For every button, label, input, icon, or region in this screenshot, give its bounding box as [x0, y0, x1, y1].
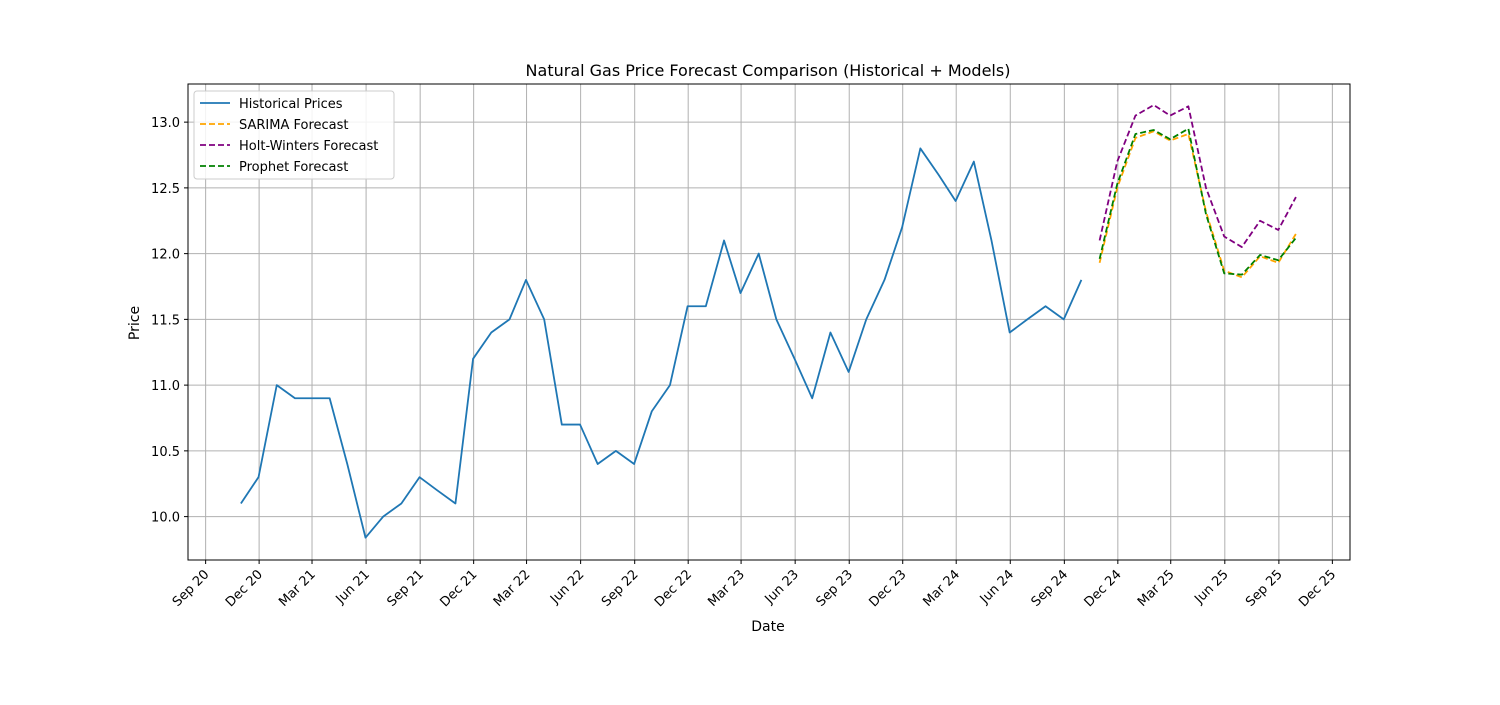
legend-label-historical-prices: Historical Prices [239, 97, 343, 112]
y-tick-label: 12.5 [151, 182, 180, 197]
series-line-sarima-forecast [1098, 130, 1297, 279]
legend-box [193, 90, 395, 180]
chart-title: Natural Gas Price Forecast Comparison (H… [526, 61, 1011, 80]
series-lines [240, 104, 1297, 539]
plot-area-frame [187, 83, 1351, 561]
y-tick-label: 11.5 [151, 313, 180, 328]
y-tick-label: 10.5 [151, 445, 180, 460]
legend-label-holt-winters-forecast: Holt-Winters Forecast [239, 139, 378, 154]
series-line-historical-prices [240, 147, 1083, 539]
legend-label-prophet-forecast: Prophet Forecast [239, 160, 348, 175]
series-line-prophet-forecast [1098, 127, 1297, 276]
legend: Historical Prices SARIMA Forecast Holt-Win… [193, 90, 395, 180]
y-tick-label: 11.0 [151, 379, 180, 394]
x-axis-label: Date [751, 619, 784, 635]
y-tick-label: 13.0 [151, 116, 180, 131]
legend-label-sarima-forecast: SARIMA Forecast [239, 118, 349, 133]
y-tick-label: 12.0 [151, 248, 180, 263]
series-line-holt-winters-forecast [1098, 104, 1297, 248]
y-axis-label: Price [127, 306, 143, 340]
y-tick-label: 10.0 [151, 511, 180, 526]
